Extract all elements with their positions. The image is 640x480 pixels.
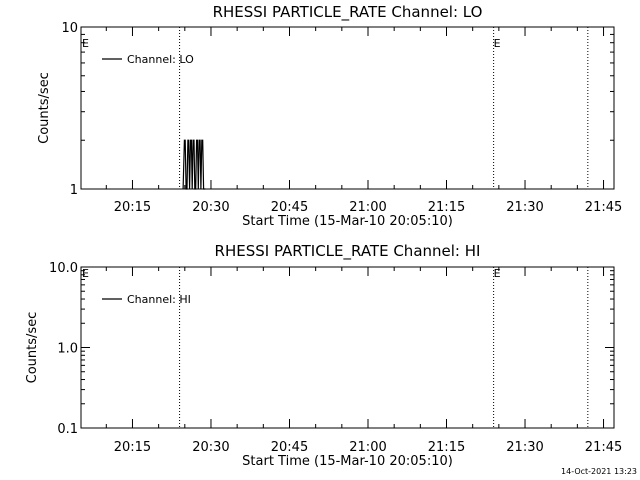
x-tick-label: 21:00 (349, 200, 386, 215)
chart-title: RHESSI PARTICLE_RATE Channel: LO (213, 3, 483, 22)
legend-label: Channel: HI (127, 293, 191, 306)
y-tick-label: 10 (61, 21, 78, 36)
y-tick-label: 1.0 (57, 342, 78, 357)
y-axis-label: Counts/sec (37, 72, 52, 144)
legend-label: Channel: LO (127, 53, 194, 66)
x-tick-label: 21:00 (349, 440, 386, 455)
x-tick-label: 20:30 (192, 440, 229, 455)
event-marker-label: E (494, 37, 501, 50)
chart-title: RHESSI PARTICLE_RATE Channel: HI (215, 242, 481, 261)
x-tick-label: 20:45 (271, 200, 308, 215)
x-tick-label: 21:45 (585, 200, 622, 215)
event-marker-label: E (494, 267, 501, 280)
y-axis-label: Counts/sec (25, 312, 40, 384)
timestamp-stamp: 14-Oct-2021 13:23 (561, 467, 637, 476)
x-tick-label: 21:15 (428, 200, 465, 215)
y-tick-label: 1 (70, 183, 78, 198)
x-tick-label: 20:15 (114, 200, 151, 215)
y-tick-label: 0.1 (57, 422, 78, 437)
x-tick-label: 20:15 (114, 440, 151, 455)
event-marker-label: E (82, 37, 89, 50)
x-tick-label: 20:30 (192, 200, 229, 215)
x-tick-label: 21:15 (428, 440, 465, 455)
event-marker-label: E (82, 267, 89, 280)
y-tick-label: 10.0 (49, 261, 78, 276)
plot-frame (80, 26, 615, 190)
lo-channel-panel: RHESSI PARTICLE_RATE Channel: LO 20:15 20:… (37, 3, 622, 229)
x-tick-label: 21:45 (585, 440, 622, 455)
plot-frame (80, 266, 615, 429)
x-tick-label: 21:30 (506, 200, 543, 215)
hi-channel-panel: RHESSI PARTICLE_RATE Channel: HI 20:15 20:… (25, 242, 622, 469)
x-tick-label: 21:30 (506, 440, 543, 455)
x-axis-label: Start Time (15-Mar-10 20:05:10) (242, 454, 453, 469)
series-line (182, 139, 206, 190)
x-axis-label: Start Time (15-Mar-10 20:05:10) (242, 214, 453, 229)
x-tick-label: 20:45 (271, 440, 308, 455)
